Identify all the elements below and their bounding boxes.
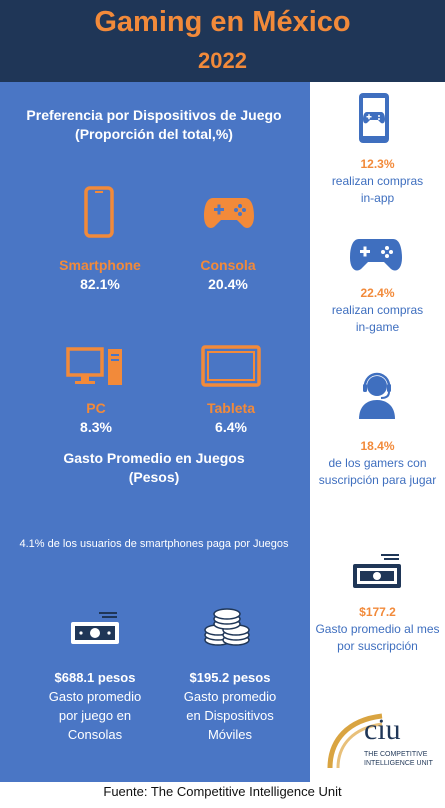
device-label-pc: PC	[86, 400, 106, 416]
phone-gamepad-icon	[359, 93, 389, 143]
tablet-icon	[201, 345, 261, 387]
sidebar-desc-inapp-1: realizan compras	[331, 174, 424, 188]
sidebar-value-suscripcion: 18.4%	[360, 439, 395, 453]
ciu-logo: ciu THE COMPETITIVE INTELLIGENCE UNIT	[324, 712, 436, 776]
source-footer: Fuente: The Competitive Intelligence Uni…	[103, 784, 342, 799]
gasto-desc-moviles-1: Gasto promedio	[183, 689, 277, 704]
page-title: Gaming en México	[94, 6, 351, 38]
gasto-desc-moviles-3: Móviles	[207, 727, 253, 742]
banknote-icon	[71, 612, 119, 644]
device-label-smartphone: Smartphone	[59, 257, 141, 273]
gamepad-icon	[204, 198, 254, 228]
sidebar-value-ingame: 22.4%	[360, 286, 395, 300]
ciu-logo-line2: INTELLIGENCE UNIT	[364, 760, 433, 767]
page-year: 2022	[198, 48, 247, 73]
sidebar-desc-suscripcion-2: suscripción para jugar	[318, 473, 437, 487]
gamepad-icon	[350, 239, 402, 271]
gasto-title-line1: Gasto Promedio en Juegos	[63, 450, 245, 466]
desktop-pc-icon	[66, 347, 122, 385]
left-panel: Preferencia por Dispositivos de Juego (P…	[0, 82, 308, 782]
ciu-arc-icon	[327, 713, 383, 769]
right-sidebar: 12.3% realizan compras in-app 22.4% real…	[308, 82, 445, 782]
sidebar-desc-suscripcion-1: de los gamers con	[328, 456, 427, 470]
header-banner: Gaming en México 2022	[0, 0, 445, 82]
coins-icon	[204, 608, 250, 646]
device-value-tableta: 6.4%	[215, 419, 247, 435]
ciu-logo-subtitle: THE COMPETITIVE INTELLIGENCE UNIT	[364, 750, 436, 768]
sidebar-desc-gasto-mes-2: por suscripción	[337, 639, 418, 653]
gamer-headset-icon	[359, 372, 395, 419]
sidebar-desc-gasto-mes-1: Gasto promedio al mes	[315, 622, 440, 636]
device-value-smartphone: 82.1%	[80, 276, 120, 292]
gasto-desc-moviles-2: en Dispositivos	[186, 708, 274, 723]
sidebar-item-gasto-mes: $177.2 Gasto promedio al mes por suscrip…	[310, 604, 445, 655]
preferencia-title-line2: (Proporción del total,%)	[75, 126, 233, 142]
device-value-pc: 8.3%	[80, 419, 112, 435]
gasto-title-line2: (Pesos)	[128, 469, 180, 485]
gasto-note: 4.1% de los usuarios de smartphones paga…	[19, 538, 289, 550]
sidebar-desc-ingame-1: realizan compras	[331, 303, 424, 317]
device-label-consola: Consola	[200, 257, 256, 273]
gasto-value-moviles: $195.2 pesos	[189, 670, 271, 685]
gasto-desc-consolas-3: Consolas	[67, 727, 123, 742]
banknote-icon	[353, 554, 401, 588]
gasto-value-consolas: $688.1 pesos	[54, 670, 136, 685]
sidebar-desc-ingame-2: in-game	[355, 320, 400, 334]
smartphone-icon	[84, 186, 114, 238]
sidebar-value-gasto-mes: $177.2	[359, 605, 396, 619]
sidebar-desc-inapp-2: in-app	[360, 191, 395, 205]
gasto-desc-consolas-1: Gasto promedio	[48, 689, 142, 704]
gasto-item-consolas: $688.1 pesos Gasto promedio por juego en…	[30, 668, 160, 744]
preferencia-title-line1: Preferencia por Dispositivos de Juego	[26, 107, 282, 123]
sidebar-item-ingame: 22.4% realizan compras in-game	[310, 285, 445, 336]
device-value-consola: 20.4%	[208, 276, 248, 292]
device-label-tableta: Tableta	[207, 400, 255, 416]
gasto-item-moviles: $195.2 pesos Gasto promedio en Dispositi…	[165, 668, 295, 744]
ciu-logo-text: ciu	[364, 713, 401, 746]
sidebar-item-suscripcion: 18.4% de los gamers con suscripción para…	[310, 438, 445, 489]
gasto-desc-consolas-2: por juego en	[58, 708, 132, 723]
preferencia-title: Preferencia por Dispositivos de Juego (P…	[0, 106, 308, 144]
sidebar-item-inapp: 12.3% realizan compras in-app	[310, 156, 445, 207]
ciu-logo-line1: THE COMPETITIVE	[364, 751, 428, 758]
sidebar-value-inapp: 12.3%	[360, 157, 395, 171]
gasto-title: Gasto Promedio en Juegos (Pesos)	[0, 449, 308, 487]
